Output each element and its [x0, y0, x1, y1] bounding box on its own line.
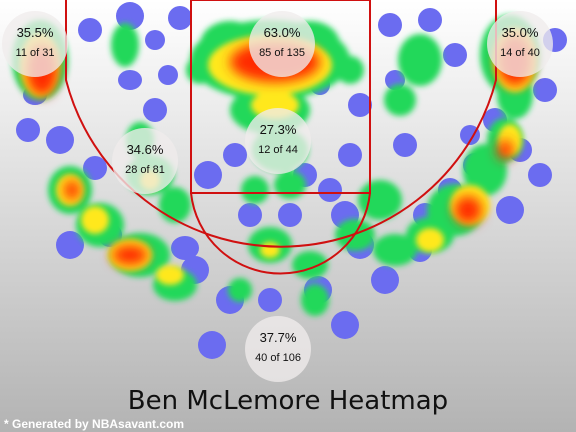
- zone-made-attempts: 12 of 44: [258, 144, 298, 156]
- low-density-blob: [56, 231, 84, 259]
- mid-density-blob: [384, 84, 416, 116]
- zone-circle: [245, 108, 311, 174]
- mid-density-blob: [186, 56, 214, 84]
- zone-percentage: 34.6%: [127, 142, 164, 157]
- zone-right-corner-three: 35.0% 14 of 40: [487, 11, 553, 77]
- mid-density-blob: [159, 187, 191, 223]
- low-density-blob: [443, 43, 467, 67]
- zone-made-attempts: 28 of 81: [125, 164, 165, 176]
- low-density-blob: [331, 311, 359, 339]
- mid-density-blob: [274, 171, 306, 199]
- mid-density-blob: [373, 234, 417, 266]
- paint-box: [190, 0, 371, 194]
- zone-circle: [112, 128, 178, 194]
- mid-density-blob: [241, 176, 269, 204]
- zone-mid-range: 34.6% 28 of 81: [112, 128, 178, 194]
- low-density-blob: [418, 8, 442, 32]
- low-density-blob: [338, 143, 362, 167]
- hot-blob: [112, 245, 148, 265]
- low-density-blob: [198, 331, 226, 359]
- low-density-blob: [378, 13, 402, 37]
- mid-density-blob: [301, 284, 329, 316]
- low-density-blob: [393, 133, 417, 157]
- low-density-blob: [348, 93, 372, 117]
- three-point-line: [65, 0, 497, 248]
- low-density-blob: [168, 6, 192, 30]
- zone-paint-non-ra: 27.3% 12 of 44: [245, 108, 311, 174]
- low-density-blob: [158, 65, 178, 85]
- hot-blob: [454, 196, 482, 224]
- mid-density-blob: [292, 251, 328, 279]
- mid-density-blob: [228, 278, 252, 302]
- low-density-blob: [371, 266, 399, 294]
- chart-title: Ben McLemore Heatmap: [128, 386, 448, 416]
- zone-circle: [487, 11, 553, 77]
- low-density-blob: [496, 196, 524, 224]
- zone-percentage: 35.0%: [502, 25, 539, 40]
- zone-made-attempts: 14 of 40: [500, 47, 540, 59]
- low-density-blob: [258, 288, 282, 312]
- zone-made-attempts: 85 of 135: [259, 47, 305, 59]
- low-density-blob: [118, 70, 142, 90]
- zone-percentage: 35.5%: [17, 25, 54, 40]
- high-density-blob: [416, 228, 444, 252]
- zone-circle: [245, 316, 311, 382]
- low-density-blob: [238, 203, 262, 227]
- low-density-blob: [278, 203, 302, 227]
- hot-blob: [497, 140, 513, 160]
- low-density-layer: [16, 2, 567, 359]
- low-density-blob: [78, 18, 102, 42]
- high-density-blob: [81, 206, 109, 234]
- zone-percentage: 27.3%: [260, 122, 297, 137]
- zone-made-attempts: 40 of 106: [255, 352, 301, 364]
- low-density-blob: [460, 125, 480, 145]
- low-density-blob: [83, 156, 107, 180]
- low-density-blob: [533, 78, 557, 102]
- low-density-blob: [116, 2, 144, 30]
- zone-circle: [2, 11, 68, 77]
- zone-above-break-three: 37.7% 40 of 106: [245, 316, 311, 382]
- zone-left-corner-three: 35.5% 11 of 31: [2, 11, 68, 77]
- low-density-blob: [528, 163, 552, 187]
- free-throw-circle: [190, 192, 371, 275]
- court-lines: [65, 0, 497, 275]
- mid-density-blob: [111, 23, 139, 67]
- mid-density-blob: [398, 34, 442, 86]
- hot-blob: [64, 180, 80, 200]
- zone-percentage: 63.0%: [264, 25, 301, 40]
- low-density-blob: [143, 98, 167, 122]
- low-density-blob: [145, 30, 165, 50]
- low-density-blob: [223, 143, 247, 167]
- low-density-blob: [16, 118, 40, 142]
- low-density-blob: [318, 178, 342, 202]
- low-density-blob: [194, 161, 222, 189]
- zone-circle: [249, 11, 315, 77]
- low-density-blob: [46, 126, 74, 154]
- zone-percentage: 37.7%: [260, 330, 297, 345]
- mid-density-blob: [336, 56, 364, 84]
- zone-restricted-area: 63.0% 85 of 135: [249, 11, 315, 77]
- zone-made-attempts: 11 of 31: [16, 47, 55, 59]
- low-density-blob: [171, 236, 199, 260]
- credit-text: * Generated by NBAsavant.com: [4, 417, 184, 431]
- high-density-blob: [260, 242, 280, 258]
- zone-labels: 35.5% 11 of 31 63.0% 85 of 135 35.0% 14 of 40…: [2, 11, 553, 382]
- high-density-blob: [156, 265, 184, 285]
